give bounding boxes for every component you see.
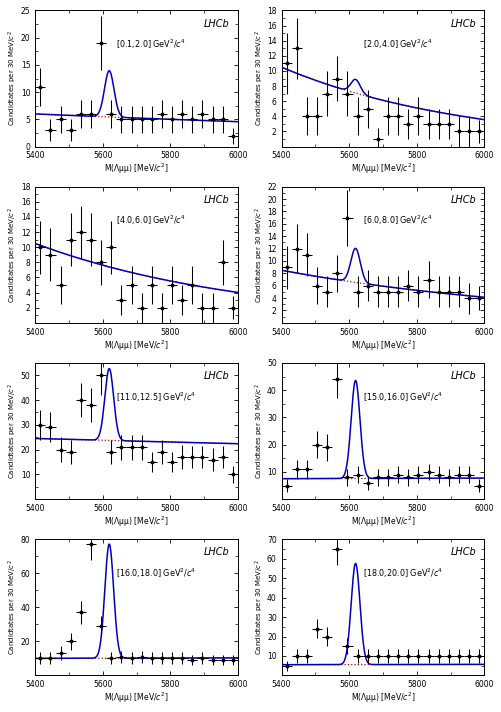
Text: LHCb: LHCb bbox=[450, 371, 476, 381]
Text: [11.0,12.5] GeV$^2$/$c^4$: [11.0,12.5] GeV$^2$/$c^4$ bbox=[116, 390, 196, 404]
Text: LHCb: LHCb bbox=[450, 19, 476, 28]
X-axis label: M(Λμμ) [MeV/$c^2$]: M(Λμμ) [MeV/$c^2$] bbox=[104, 162, 169, 177]
Text: [0.1,2.0] GeV$^2$/$c^4$: [0.1,2.0] GeV$^2$/$c^4$ bbox=[116, 38, 186, 51]
Text: LHCb: LHCb bbox=[204, 371, 230, 381]
X-axis label: M(Λμμ) [MeV/$c^2$]: M(Λμμ) [MeV/$c^2$] bbox=[104, 691, 169, 705]
Text: LHCb: LHCb bbox=[450, 548, 476, 557]
Y-axis label: Candidtates per 30 MeV/$c^2$: Candidtates per 30 MeV/$c^2$ bbox=[254, 383, 266, 479]
Text: LHCb: LHCb bbox=[204, 19, 230, 28]
Y-axis label: Candidtates per 30 MeV/$c^2$: Candidtates per 30 MeV/$c^2$ bbox=[254, 560, 266, 655]
Y-axis label: Candidtates per 30 MeV/$c^2$: Candidtates per 30 MeV/$c^2$ bbox=[254, 31, 266, 126]
Text: LHCb: LHCb bbox=[204, 195, 230, 205]
Y-axis label: Candidtates per 30 MeV/$c^2$: Candidtates per 30 MeV/$c^2$ bbox=[7, 383, 19, 479]
Text: [18.0,20.0] GeV$^2$/$c^4$: [18.0,20.0] GeV$^2$/$c^4$ bbox=[363, 567, 443, 580]
Y-axis label: Candidtates per 30 MeV/$c^2$: Candidtates per 30 MeV/$c^2$ bbox=[254, 207, 266, 303]
Text: [15.0,16.0] GeV$^2$/$c^4$: [15.0,16.0] GeV$^2$/$c^4$ bbox=[363, 390, 443, 404]
Text: LHCb: LHCb bbox=[204, 548, 230, 557]
Y-axis label: Candidtates per 30 MeV/$c^2$: Candidtates per 30 MeV/$c^2$ bbox=[7, 31, 20, 126]
X-axis label: M(Λμμ) [MeV/$c^2$]: M(Λμμ) [MeV/$c^2$] bbox=[351, 162, 415, 177]
Text: [6.0,8.0] GeV$^2$/$c^4$: [6.0,8.0] GeV$^2$/$c^4$ bbox=[363, 214, 433, 227]
Text: [2.0,4.0] GeV$^2$/$c^4$: [2.0,4.0] GeV$^2$/$c^4$ bbox=[363, 38, 433, 51]
Text: [4.0,6.0] GeV$^2$/$c^4$: [4.0,6.0] GeV$^2$/$c^4$ bbox=[116, 214, 186, 227]
X-axis label: M(Λμμ) [MeV/$c^2$]: M(Λμμ) [MeV/$c^2$] bbox=[351, 514, 415, 529]
X-axis label: M(Λμμ) [MeV/$c^2$]: M(Λμμ) [MeV/$c^2$] bbox=[351, 691, 415, 705]
X-axis label: M(Λμμ) [MeV/$c^2$]: M(Λμμ) [MeV/$c^2$] bbox=[104, 338, 169, 352]
Y-axis label: Candidtates per 30 MeV/$c^2$: Candidtates per 30 MeV/$c^2$ bbox=[7, 560, 19, 655]
Text: LHCb: LHCb bbox=[450, 195, 476, 205]
Text: [16.0,18.0] GeV$^2$/$c^4$: [16.0,18.0] GeV$^2$/$c^4$ bbox=[116, 567, 196, 580]
X-axis label: M(Λμμ) [MeV/$c^2$]: M(Λμμ) [MeV/$c^2$] bbox=[351, 338, 415, 352]
Y-axis label: Candidtates per 30 MeV/$c^2$: Candidtates per 30 MeV/$c^2$ bbox=[7, 207, 20, 303]
X-axis label: M(Λμμ) [MeV/$c^2$]: M(Λμμ) [MeV/$c^2$] bbox=[104, 514, 169, 529]
